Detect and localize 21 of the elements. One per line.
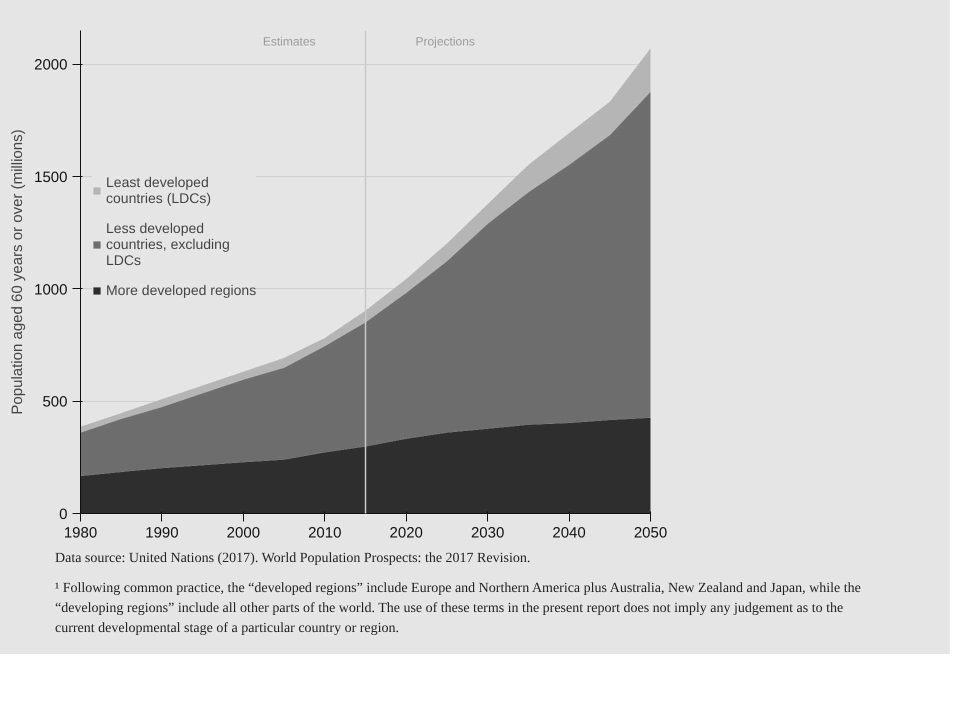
text: ¹ Following common practice, the “developed regions” include Europe and Northern America plus Australia, New Zealand and Japan, while the “developing regions” include all other parts of the world. The use of these terms in the present report does not imply any judgement as to the current developmental stage of a particular country or region. — [55, 580, 862, 638]
y-axis-title: Population aged 60 years or over (millions) — [9, 129, 26, 415]
x-tick-label: 2040 — [552, 524, 586, 542]
legend-label: Least developed countries (LDCs) — [106, 174, 212, 206]
x-tick-label: 2050 — [634, 524, 668, 542]
x-tick-label: 2020 — [390, 524, 423, 542]
source-note: Data source: United Nations (2017). World Population Prospects: the 2017 Revision. — [55, 550, 532, 568]
x-tick-label: 2030 — [470, 524, 504, 542]
x-tick-label: 1990 — [145, 524, 179, 542]
x-tick-label: 2000 — [226, 524, 260, 542]
x-tick-label: 1980 — [64, 524, 98, 542]
x-tick-label: 2010 — [308, 524, 342, 542]
y-tick-label: 0 — [59, 506, 68, 523]
legend-label: More developed regions — [106, 282, 256, 298]
annotation: Projections — [416, 34, 475, 48]
legend-label: Less developed countries, excluding LDCs — [106, 220, 230, 268]
annotation: Estimates — [262, 34, 316, 48]
y-tick-label: 1000 — [34, 281, 68, 298]
y-tick-label: 2000 — [34, 56, 68, 74]
y-tick-label: 500 — [42, 394, 68, 411]
y-tick-label: 1500 — [34, 169, 68, 186]
